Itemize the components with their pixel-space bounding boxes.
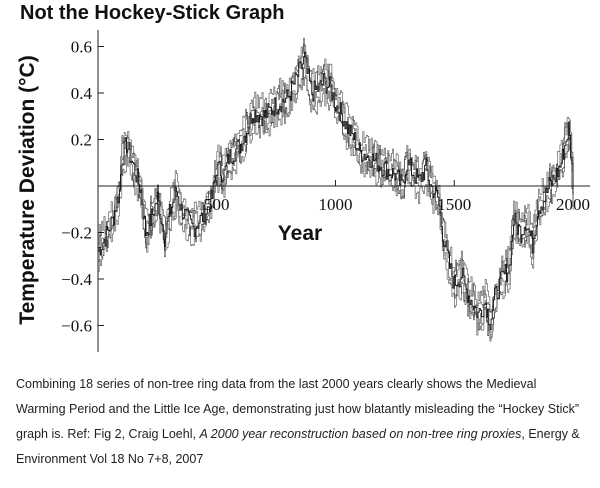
x-tick-label: 500 (204, 195, 230, 214)
y-tick-label: −0.4 (61, 270, 92, 289)
y-tick-label: 0.6 (71, 38, 92, 57)
y-tick-label: −0.2 (61, 224, 92, 243)
caption-text: Combining 18 series of non-tree ring dat… (16, 377, 580, 441)
series-line (98, 51, 574, 330)
x-axis-label: Year (278, 222, 322, 245)
series-layer (98, 37, 574, 342)
series-line (98, 67, 574, 342)
y-tick-label: 0.4 (71, 84, 93, 103)
y-axis-label: Temperature Deviation (°C) (16, 55, 39, 324)
y-tick-label: −0.6 (61, 317, 92, 336)
y-tick-label: 0.2 (71, 131, 92, 150)
series-line (98, 37, 574, 313)
x-tick-label: 1500 (437, 195, 471, 214)
caption-italic-title: A 2000 year reconstruction based on non-… (199, 427, 522, 441)
series-line (98, 44, 574, 313)
x-tick-label: 1000 (319, 195, 353, 214)
chart-svg: 500 1000 1500 2000−0.6−0.4−0.20.20.40.6 Yea… (16, 30, 590, 352)
caption: Combining 18 series of non-tree ring dat… (16, 372, 588, 472)
caption-text-end: , Energy & Environment Vol 18 No 7+8, 20… (16, 427, 580, 466)
chart-title: Not the Hockey-Stick Graph (20, 2, 285, 24)
